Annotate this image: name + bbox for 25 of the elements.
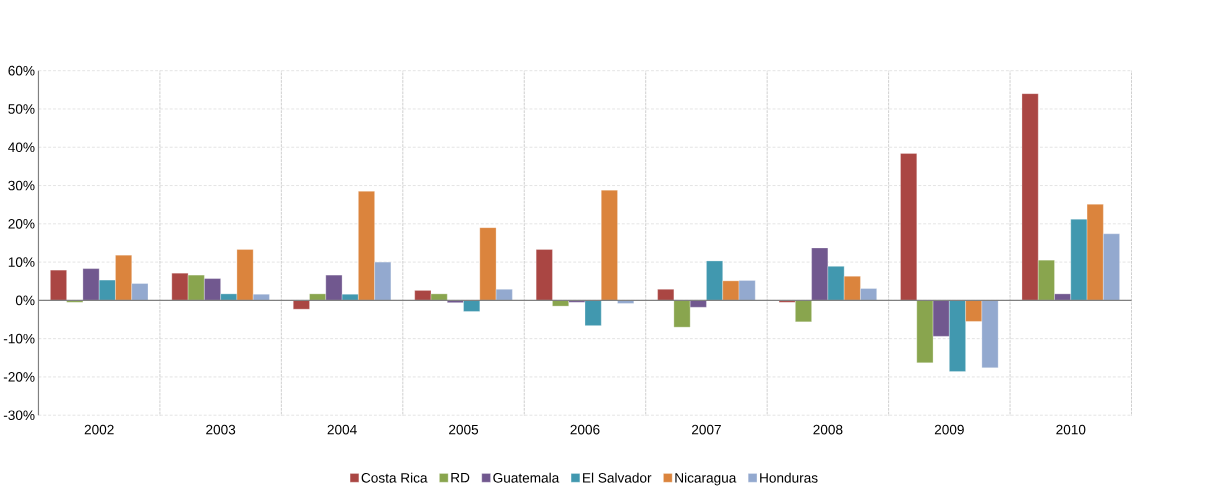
x-tick-label: 2003	[206, 424, 236, 435]
y-tick-label: 30%	[8, 180, 35, 191]
y-tick-label: -20%	[3, 372, 35, 382]
legend-label: Nicaragua	[675, 472, 737, 486]
legend-label: Costa Rica	[361, 472, 428, 483]
y-tick-label: 20%	[8, 219, 35, 229]
x-tick-label: 2009	[934, 424, 964, 435]
legend-label: El Salvador	[583, 472, 652, 483]
x-tick-label: 2005	[449, 424, 479, 435]
legend-label: RD	[451, 472, 470, 483]
x-tick-label: 2004	[327, 424, 357, 435]
y-tick-label: 0%	[15, 295, 35, 306]
y-tick-label: 40%	[8, 142, 35, 153]
x-tick-label: 2007	[691, 424, 721, 435]
x-tick-label: 2002	[84, 424, 114, 435]
legend-label: Guatemala	[493, 472, 560, 483]
y-tick-label: 10%	[8, 257, 35, 267]
x-tick-label: 2006	[570, 424, 600, 435]
y-tick-label: 60%	[8, 65, 35, 76]
legend-label: Honduras	[760, 472, 818, 483]
y-tick-label: -30%	[3, 410, 35, 421]
x-tick-label: 2008	[813, 424, 843, 435]
y-tick-label: -10%	[3, 333, 35, 344]
x-tick-label: 2010	[1056, 424, 1086, 435]
y-tick-label: 50%	[8, 104, 35, 114]
